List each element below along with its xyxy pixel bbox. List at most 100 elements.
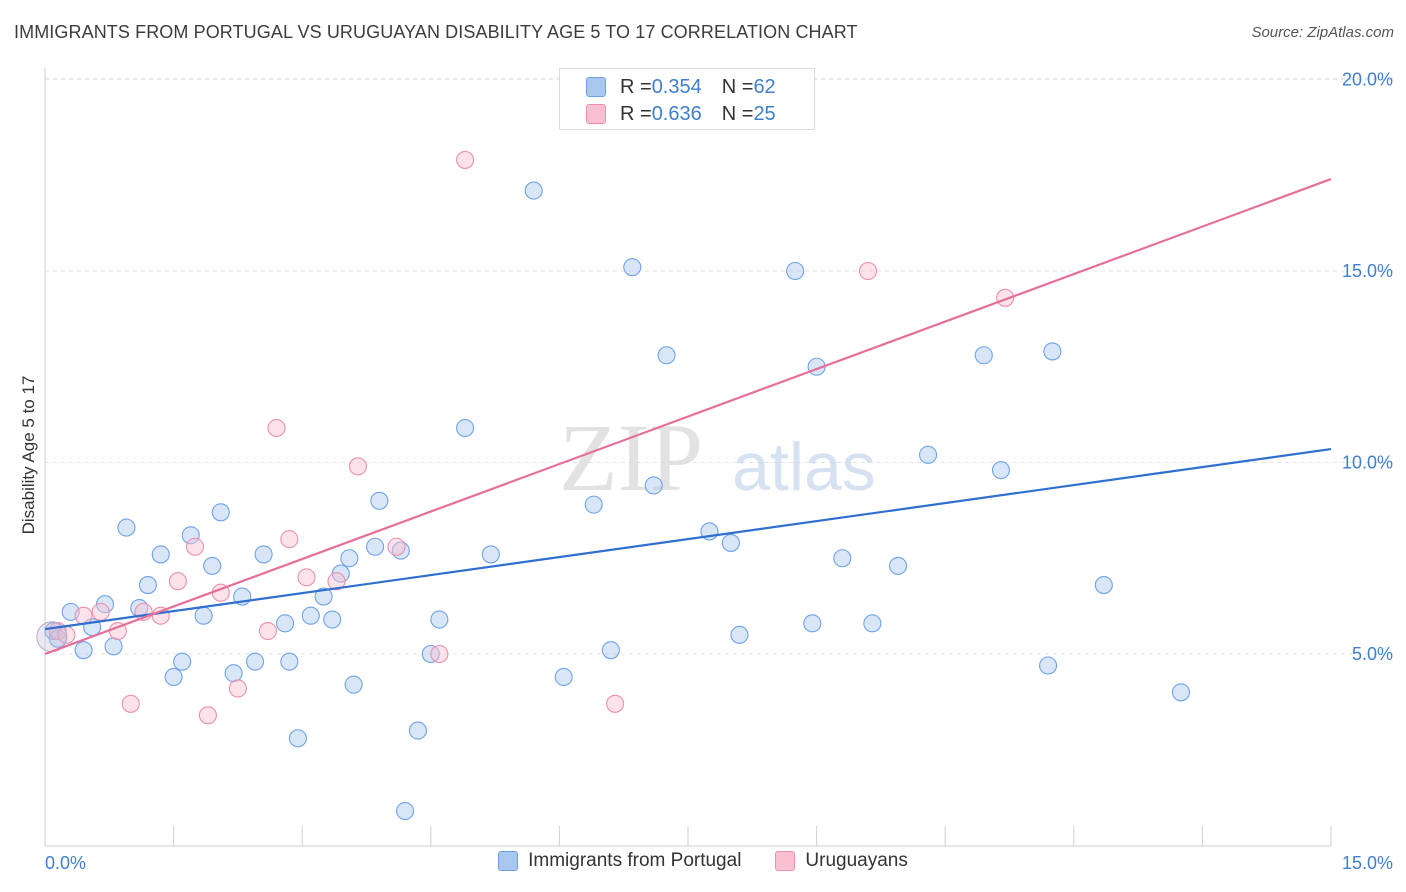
y-axis-label: Disability Age 5 to 17 — [19, 376, 38, 535]
points-layer — [36, 150, 1191, 821]
uruguayan-point — [185, 537, 205, 556]
portugal-point — [301, 606, 320, 625]
stats-n-value: 25 — [753, 102, 776, 125]
portugal-point — [203, 556, 222, 575]
portugal-point — [919, 445, 938, 464]
portugal-point — [430, 610, 449, 629]
portugal-point — [456, 418, 475, 438]
portugal-point — [181, 526, 200, 545]
uruguayan-point — [348, 457, 367, 476]
bottom-legend: Immigrants from Portugal Uruguayans — [0, 850, 1406, 872]
portugal-point — [408, 721, 427, 740]
portugal-point — [117, 518, 136, 537]
x-tick-label: 15.0% — [1342, 853, 1393, 873]
portugal-point — [601, 641, 620, 660]
y-tick-label: 20.0% — [1342, 70, 1393, 90]
stats-row-uruguayans: R = 0.636 N = 25 — [586, 102, 776, 126]
uruguayan-point — [258, 621, 277, 641]
portugal-point — [623, 258, 642, 277]
watermark: ZIP atlas — [559, 404, 876, 511]
portugal-point — [151, 545, 170, 564]
portugal-point — [786, 261, 805, 281]
portugal-point — [254, 545, 273, 564]
legend-item-portugal[interactable]: Immigrants from Portugal — [498, 850, 741, 872]
uruguayan-point — [228, 679, 247, 698]
y-tick-label: 5.0% — [1352, 644, 1393, 664]
portugal-point — [833, 549, 852, 568]
y-tick-label: 15.0% — [1342, 261, 1393, 281]
stats-n-label: N = — [721, 102, 754, 125]
legend-label-uruguayans: Uruguayans — [805, 850, 908, 871]
stats-r-label: R = — [620, 75, 652, 98]
uruguayan-point — [858, 261, 878, 281]
portugal-point — [340, 549, 359, 568]
uruguayan-point — [430, 644, 449, 664]
watermark-zip: ZIP — [559, 404, 703, 511]
uruguayan-point — [74, 606, 93, 625]
chart-title: IMMIGRANTS FROM PORTUGAL VS URUGUAYAN DI… — [14, 22, 858, 42]
stats-row-portugal: R = 0.354 N = 62 — [586, 75, 776, 99]
legend-swatch-uruguayans — [775, 851, 796, 871]
portugal-point — [396, 801, 415, 821]
uruguayan-point — [297, 568, 316, 587]
stats-r-value: 0.354 — [651, 75, 702, 98]
portugal-point — [344, 675, 363, 694]
stats-swatch-portugal — [586, 77, 606, 97]
portugal-point — [211, 503, 230, 522]
portugal-point — [173, 652, 192, 671]
watermark-atlas: atlas — [732, 429, 876, 505]
uruguayan-point — [606, 694, 625, 713]
portugal-point — [366, 537, 385, 556]
uruguayan-point — [280, 530, 299, 549]
axis-layer — [44, 68, 1332, 847]
uruguayan-point — [121, 694, 140, 713]
portugal-point — [584, 495, 603, 514]
portugal-point — [657, 346, 676, 365]
portugal-point — [888, 556, 908, 575]
portugal-point — [524, 181, 543, 200]
portugal-point — [276, 614, 295, 633]
y-tick-label: 10.0% — [1342, 453, 1393, 473]
uruguayan-point — [198, 706, 217, 725]
x-tick-label: 0.0% — [45, 853, 86, 873]
portugal-point — [245, 652, 265, 671]
uruguayan-point — [387, 537, 406, 556]
uruguayan-point — [327, 572, 346, 591]
legend-swatch-portugal — [498, 851, 519, 871]
portugal-point — [803, 614, 822, 633]
stats-n-value: 62 — [753, 75, 776, 98]
portugal-point — [74, 641, 93, 660]
portugal-point — [974, 346, 993, 365]
portugal-point — [164, 667, 183, 687]
uruguayan-point — [91, 602, 110, 621]
chart-source: Source: ZipAtlas.com — [1251, 24, 1394, 41]
grid-layer — [45, 77, 1393, 655]
portugal-point — [194, 606, 213, 625]
portugal-point — [1039, 656, 1058, 675]
portugal-point — [280, 652, 299, 671]
legend-item-uruguayans[interactable]: Uruguayans — [775, 850, 908, 872]
portugal-point — [138, 576, 157, 595]
portugal-trend-line — [44, 448, 1332, 631]
portugal-point — [1171, 683, 1191, 702]
portugal-point — [554, 667, 573, 687]
portugal-point — [104, 637, 123, 656]
uruguayan-point — [168, 572, 187, 591]
portugal-point — [314, 587, 333, 606]
uruguayan-trend-line — [44, 178, 1332, 656]
portugal-point — [644, 476, 663, 495]
stats-n-label: N = — [721, 75, 754, 98]
portugal-point — [370, 491, 389, 510]
portugal-point — [721, 533, 740, 552]
tick-labels: 5.0% 10.0% 15.0% 20.0% 0.0% 15.0% — [45, 70, 1393, 874]
portugal-point — [288, 729, 307, 748]
trend-layer — [44, 178, 1332, 656]
portugal-point — [730, 625, 749, 644]
stats-swatch-uruguayans — [586, 104, 606, 124]
uruguayan-point — [267, 418, 286, 438]
portugal-point — [1043, 342, 1062, 361]
uruguayan-point — [456, 150, 475, 169]
stats-legend-box: R = 0.354 N = 62 R = 0.636 N = 25 — [559, 68, 815, 130]
portugal-point — [863, 614, 882, 633]
